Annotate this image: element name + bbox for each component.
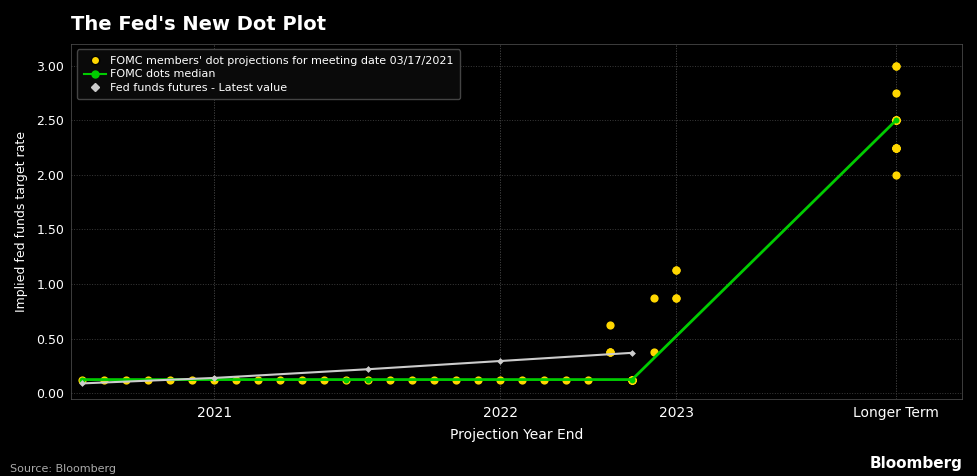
Point [141,376,156,383]
Point [888,144,904,151]
Point [206,374,222,382]
Point [514,376,530,383]
X-axis label: Projection Year End: Projection Year End [450,428,583,442]
Point [185,376,200,383]
Point [602,348,617,356]
Point [888,144,904,151]
Point [229,376,244,383]
Point [646,348,661,356]
Point [624,376,640,383]
Point [206,376,222,383]
Point [470,376,486,383]
Point [888,62,904,69]
Point [888,117,904,124]
Point [888,117,904,124]
Point [74,376,90,383]
Point [273,376,288,383]
Point [602,348,617,356]
Point [668,294,684,301]
Point [624,376,640,383]
Point [888,144,904,151]
Point [888,144,904,151]
Text: Source: Bloomberg: Source: Bloomberg [10,464,115,474]
Point [602,321,617,329]
Point [361,366,376,373]
Point [668,267,684,274]
Point [294,376,310,383]
Point [624,376,640,383]
Point [492,357,508,365]
Point [888,117,904,124]
Point [558,376,573,383]
Point [492,376,508,383]
Point [888,144,904,151]
Point [536,376,552,383]
Point [624,376,640,383]
Y-axis label: Implied fed funds target rate: Implied fed funds target rate [15,131,28,312]
Point [602,348,617,356]
Legend: FOMC members' dot projections for meeting date 03/17/2021, FOMC dots median, Fed: FOMC members' dot projections for meetin… [77,50,460,99]
Point [74,379,90,387]
Point [426,376,442,383]
Text: Bloomberg: Bloomberg [870,456,962,471]
Point [888,117,904,124]
Point [888,117,904,124]
Point [624,349,640,357]
Point [162,376,178,383]
Point [624,376,640,383]
Point [361,376,376,383]
Point [338,376,354,383]
Point [338,376,354,383]
Point [74,376,90,383]
Point [624,376,640,383]
Point [646,294,661,301]
Point [118,376,134,383]
Point [97,376,112,383]
Point [448,376,464,383]
Point [317,376,332,383]
Point [888,117,904,124]
Point [888,117,904,124]
Point [624,376,640,383]
Point [624,376,640,383]
Point [888,117,904,124]
Point [888,62,904,69]
Text: The Fed's New Dot Plot: The Fed's New Dot Plot [71,15,326,34]
Point [668,294,684,301]
Point [382,376,398,383]
Point [250,376,266,383]
Point [668,267,684,274]
Point [888,89,904,97]
Point [361,376,376,383]
Point [580,376,596,383]
Point [404,376,420,383]
Point [888,171,904,178]
